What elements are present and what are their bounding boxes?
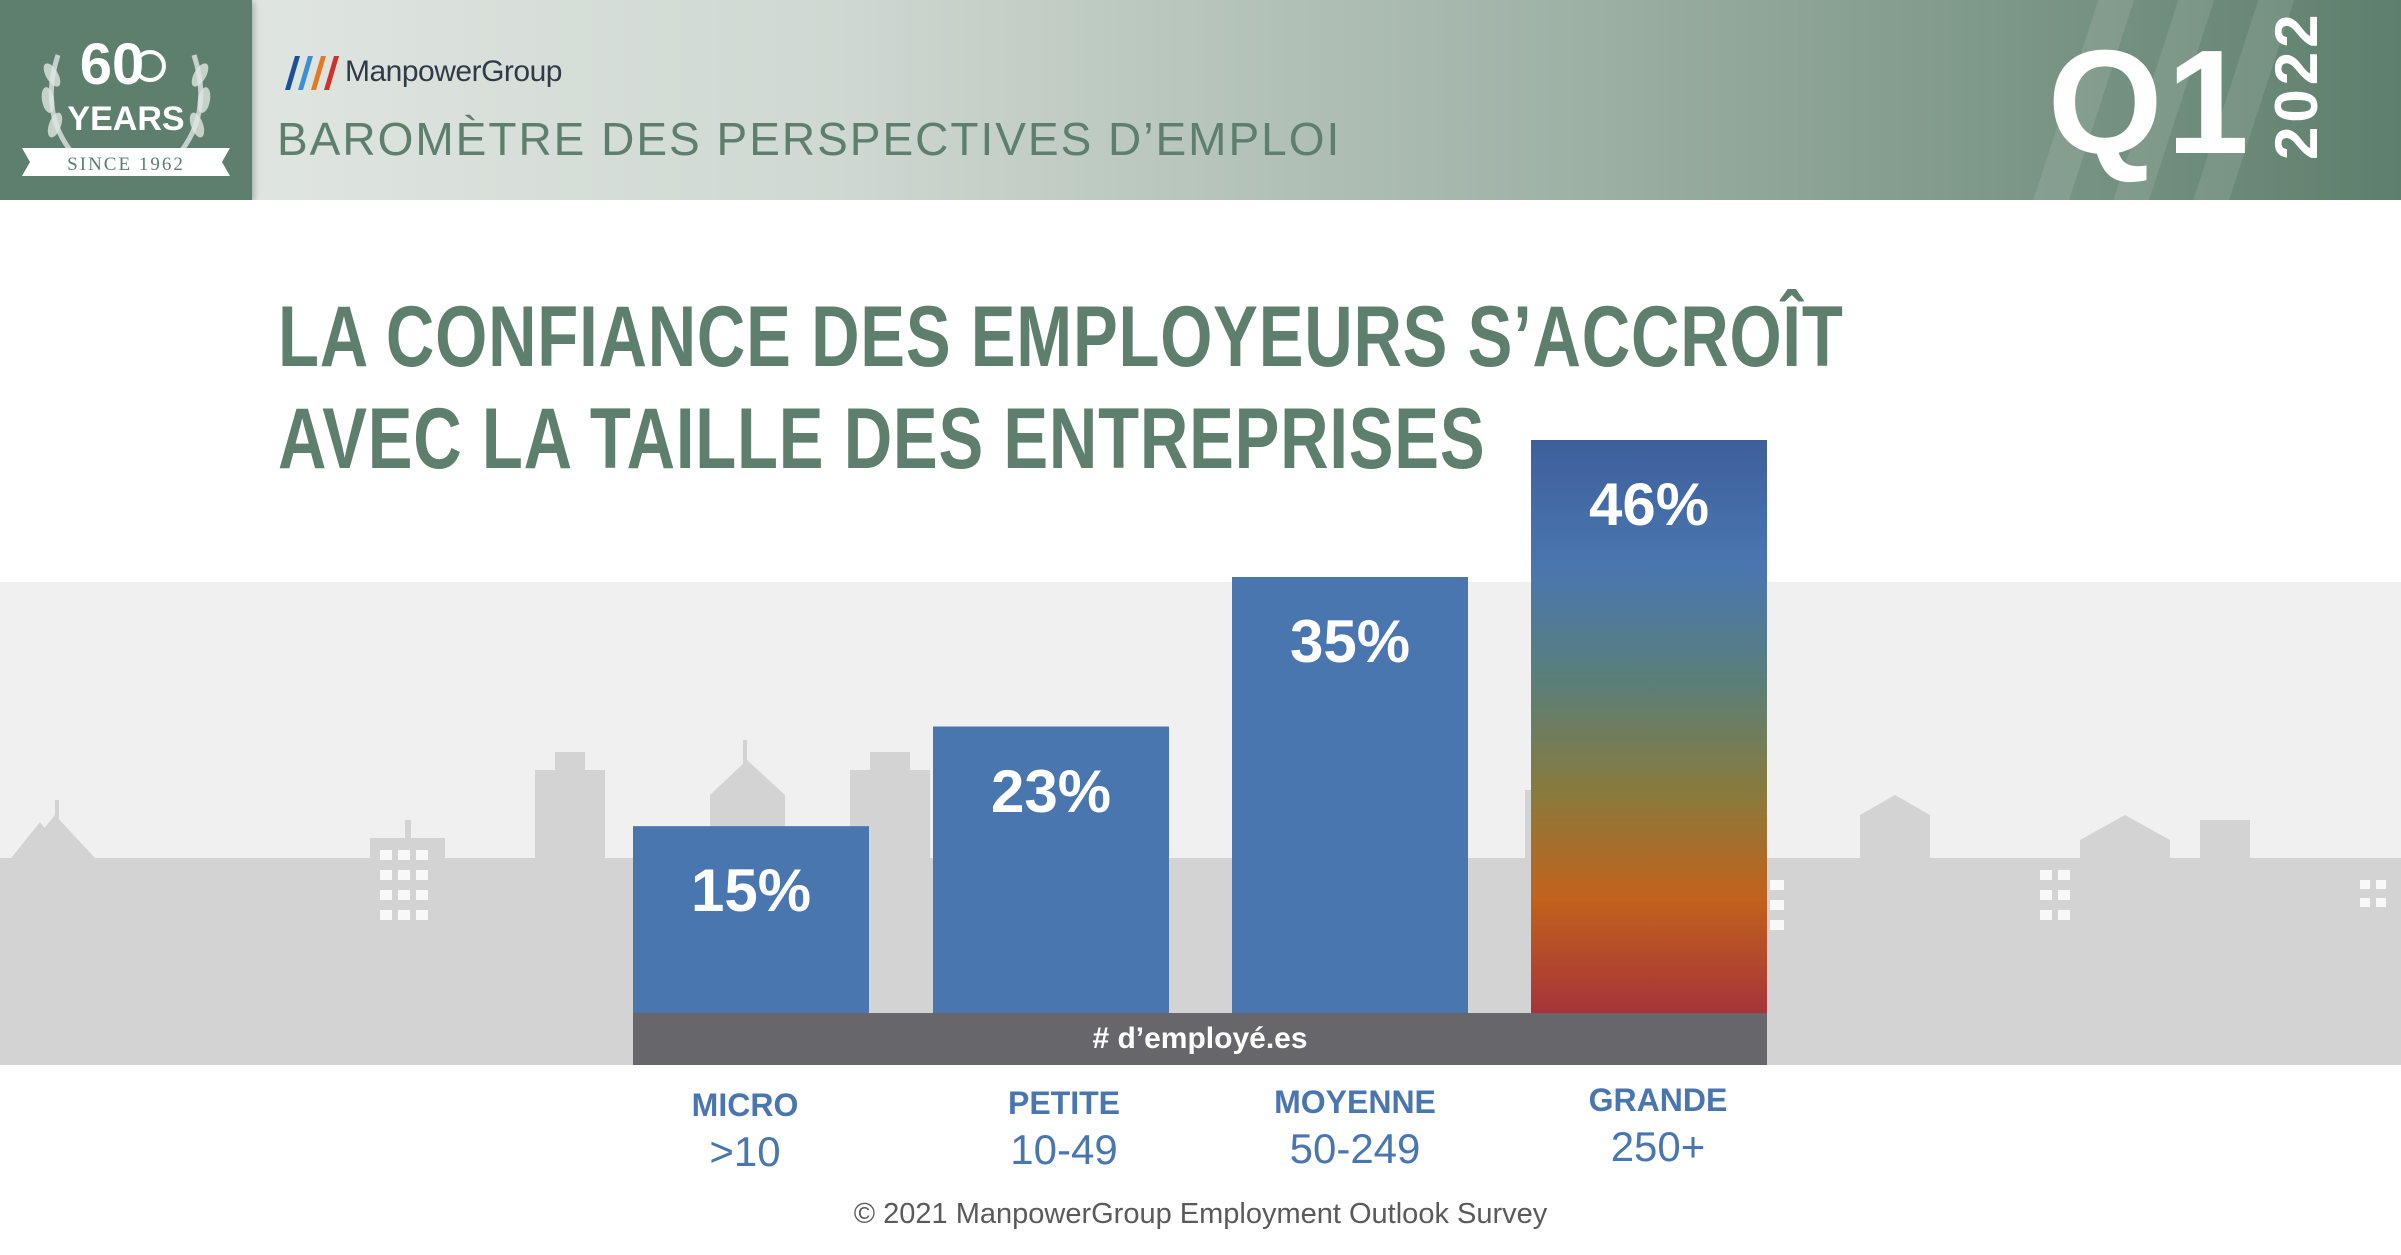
badge-years: YEARS xyxy=(67,100,184,138)
badge-number: 60 xyxy=(80,32,145,97)
category-name: GRANDE xyxy=(1588,1082,1728,1118)
bar-grande xyxy=(1531,440,1767,1013)
title-line-2: AVEC LA TAILLE DES ENTREPRISES xyxy=(278,391,1486,487)
bar-label-petite: 23% xyxy=(990,757,1112,825)
copyright-footer: © 2021 ManpowerGroup Employment Outlook … xyxy=(853,1198,1548,1230)
category-grande: GRANDE 250+ xyxy=(1508,1082,1808,1171)
category-micro: MICRO >10 xyxy=(595,1087,895,1176)
x-axis-label: # d’employé.es xyxy=(633,1013,1767,1065)
anniversary-badge: 60 YEARS SINCE 1962 xyxy=(0,0,252,200)
bar-petite xyxy=(933,726,1169,1013)
category-range: >10 xyxy=(709,1128,781,1175)
category-name: MICRO xyxy=(691,1087,799,1123)
bar-label-moyenne: 35% xyxy=(1289,608,1411,676)
manpower-logo-icon xyxy=(285,56,339,90)
bar-label-grande: 46% xyxy=(1588,471,1710,538)
brand-name: ManpowerGroup xyxy=(345,55,562,88)
category-range: 250+ xyxy=(1610,1123,1706,1170)
category-range: 10-49 xyxy=(1010,1126,1118,1173)
category-name: PETITE xyxy=(1007,1085,1120,1121)
category-name: MOYENNE xyxy=(1274,1084,1436,1120)
header-subtitle: BAROMÈTRE DES PERSPECTIVES D’EMPLOI xyxy=(277,113,1342,165)
manpowergroup-logo: ManpowerGroup xyxy=(277,50,562,94)
category-range: 50-249 xyxy=(1289,1125,1421,1172)
bars-group xyxy=(633,440,1767,1013)
quarter-label: Q1 xyxy=(2047,20,2253,185)
bar-micro xyxy=(633,826,869,1013)
bar-label-micro: 15% xyxy=(690,857,812,925)
badge-since: SINCE 1962 xyxy=(67,154,185,175)
header-banner: 60 YEARS SINCE 1962 ManpowerGroup BAROMÈ… xyxy=(0,0,2401,200)
bar-moyenne xyxy=(1232,577,1468,1013)
category-moyenne: MOYENNE 50-249 xyxy=(1205,1084,1505,1173)
skyline-windows xyxy=(380,850,2386,930)
category-petite: PETITE 10-49 xyxy=(914,1085,1214,1174)
